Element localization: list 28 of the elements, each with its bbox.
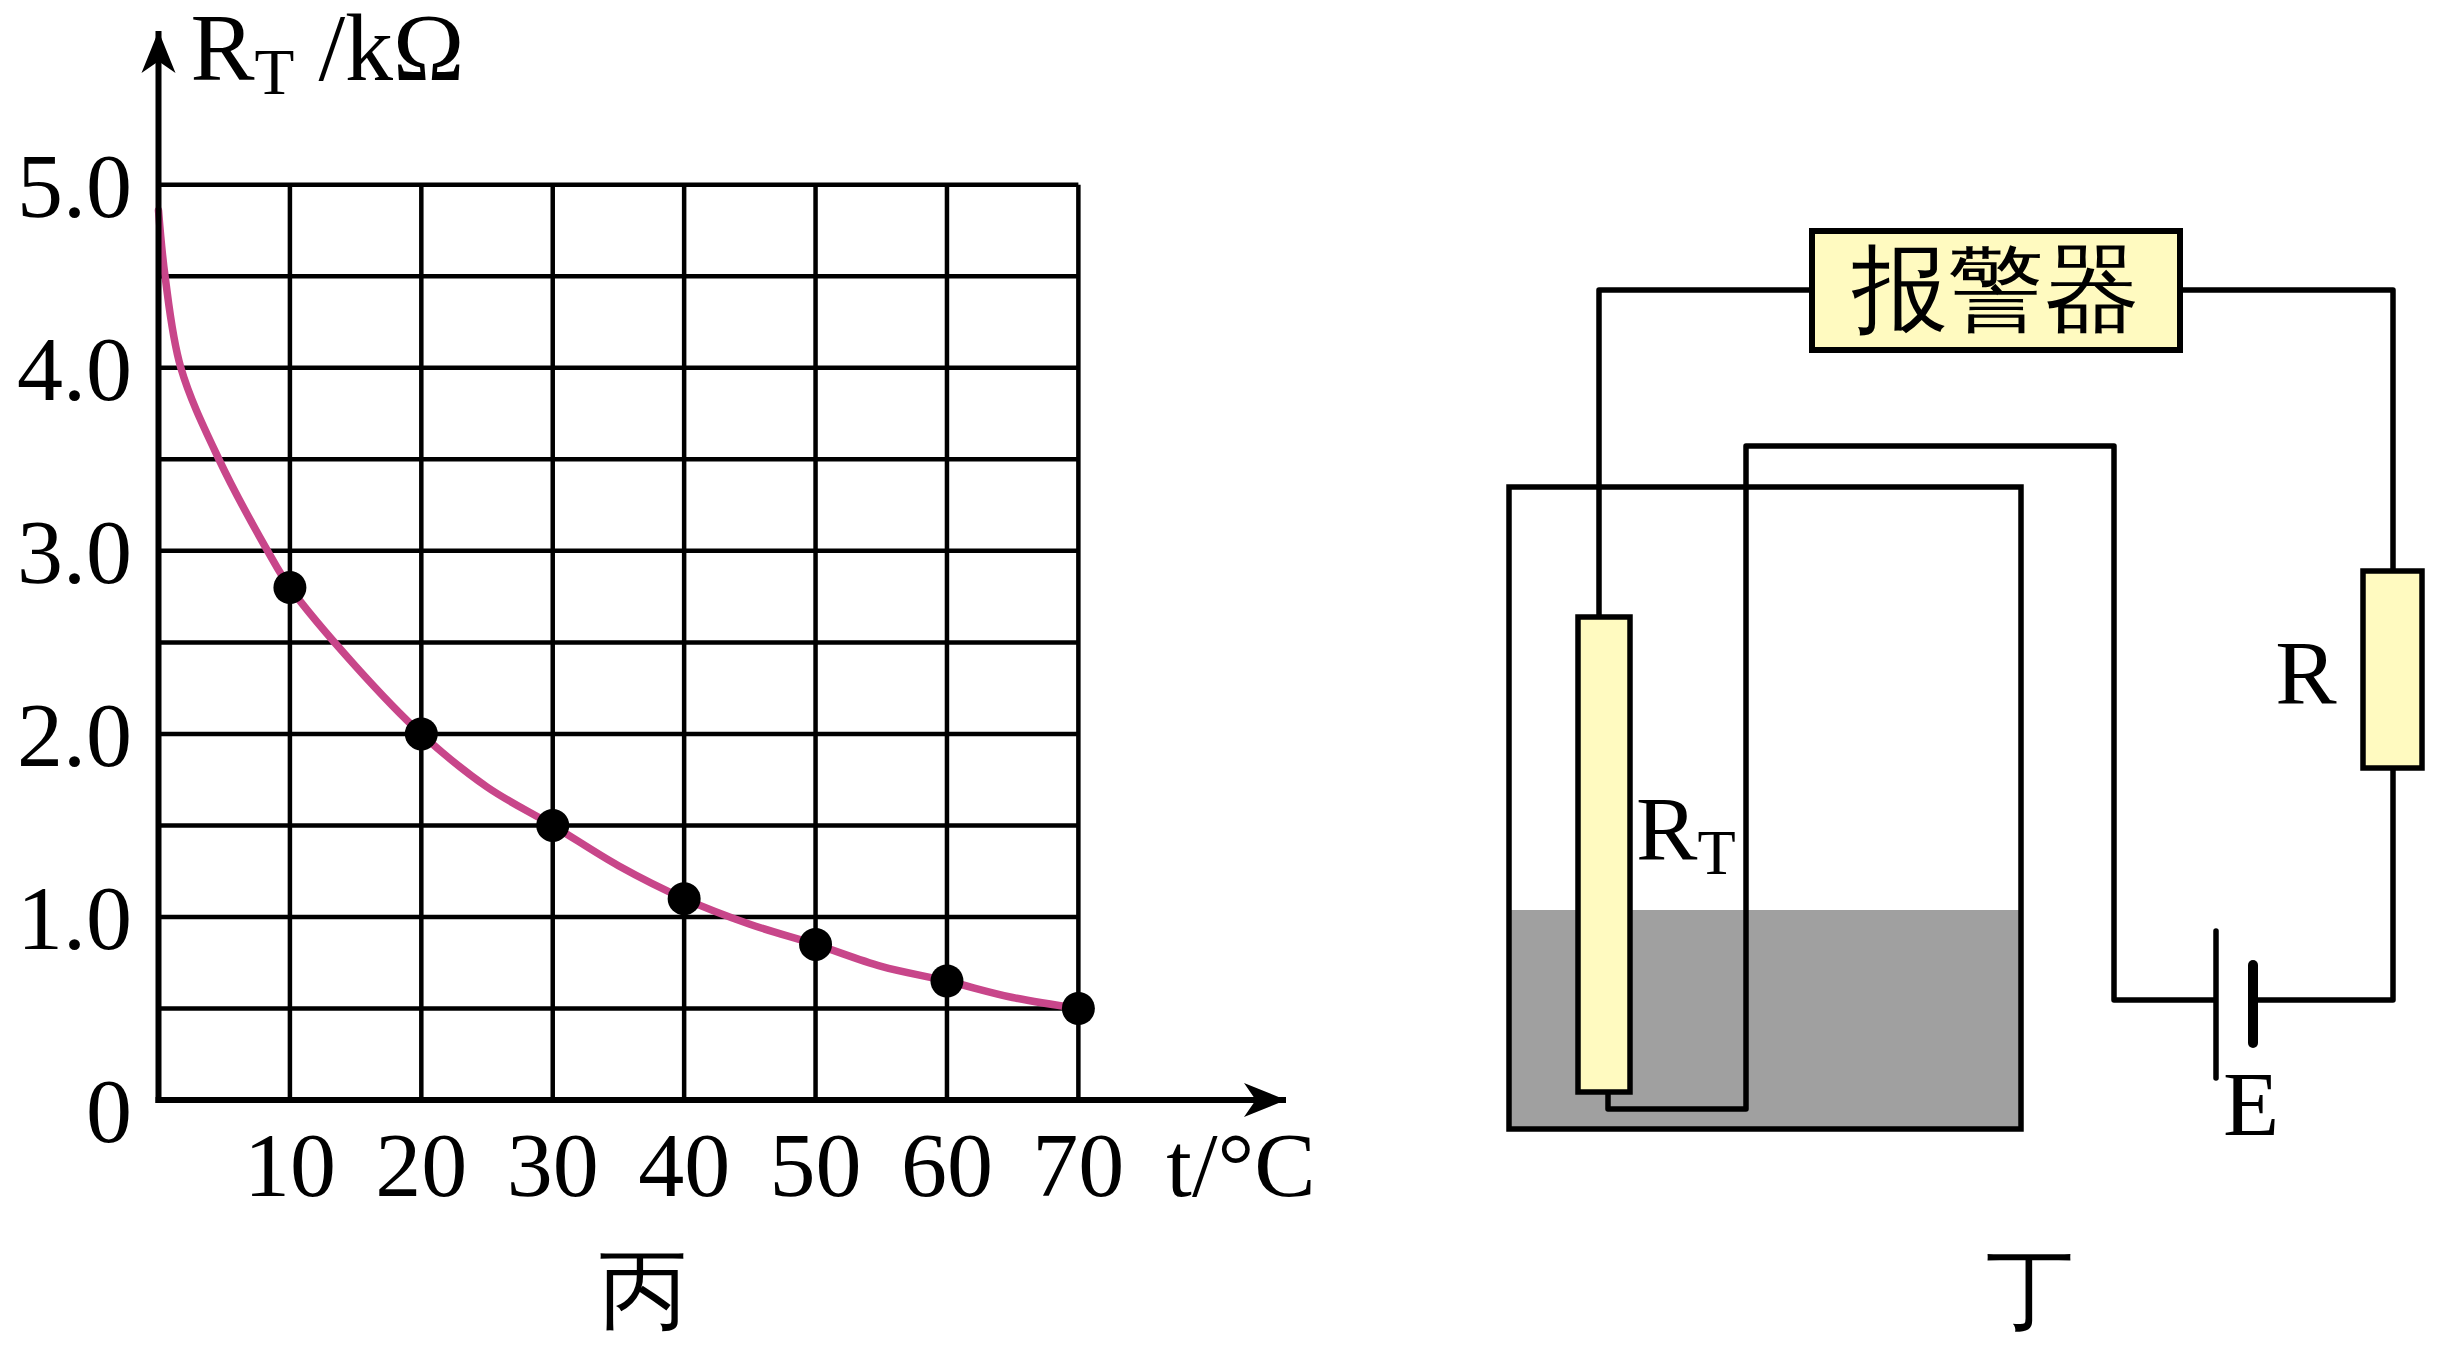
y-tick-label: 2.0	[17, 684, 132, 787]
text: R$_{T}$	[1636, 778, 1736, 888]
point	[799, 927, 833, 961]
x-tick-label: 60	[900, 1114, 993, 1216]
y-tick-label: 1.0	[17, 867, 132, 970]
x-tick-label: 20	[375, 1114, 468, 1216]
point	[404, 717, 438, 751]
y-tick-label: 4.0	[17, 318, 132, 421]
point	[1061, 991, 1095, 1025]
text: 丁	[1986, 1242, 2074, 1339]
point	[930, 964, 964, 998]
y-tick-label: 5.0	[17, 134, 132, 237]
text: E	[2222, 1053, 2280, 1155]
point	[273, 570, 307, 604]
x-axis-title: t/°C	[1166, 1114, 1316, 1216]
x-tick-label: 10	[243, 1114, 336, 1216]
x-tick-label: 50	[769, 1114, 862, 1216]
x-tick-label: 30	[506, 1114, 599, 1216]
y-axis-title: R$_{T}$ /kΩ	[190, 0, 465, 109]
point	[536, 808, 570, 842]
text: 丙	[599, 1242, 687, 1339]
text: 报警器	[1851, 236, 2140, 343]
point	[667, 882, 701, 916]
x-tick-label: 40	[638, 1114, 731, 1216]
x-tick-label: 70	[1032, 1114, 1125, 1216]
y-tick-label: 0	[86, 1060, 132, 1163]
y-tick-label: 3.0	[17, 501, 132, 604]
text: R	[2275, 622, 2338, 724]
